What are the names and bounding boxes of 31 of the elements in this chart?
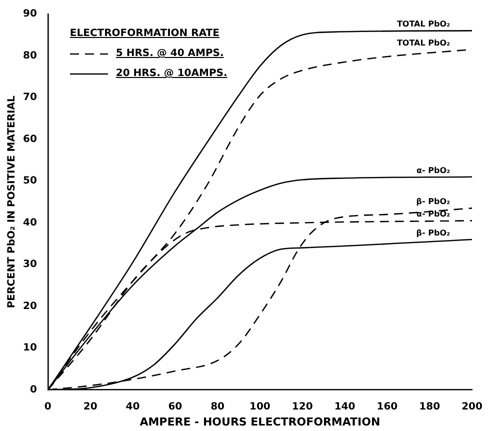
annotation: β- PbO₂ — [416, 228, 450, 238]
y-tick-label: 30 — [22, 259, 37, 270]
x-tick-label: 120 — [292, 401, 313, 412]
legend-label: 5 HRS. @ 40 AMPS. — [116, 47, 224, 61]
y-tick-label: 50 — [22, 176, 37, 187]
x-tick-label: 40 — [126, 401, 140, 412]
y-tick-label: 60 — [22, 134, 37, 145]
y-tick-label: 10 — [22, 342, 37, 354]
annotation: β- PbO₂ — [416, 197, 450, 206]
y-tick-label: 0 — [30, 384, 37, 396]
y-tick-label: 40 — [22, 217, 37, 228]
y-axis-title: PERCENT PbO₂ IN POSITIVE MATERIAL — [6, 94, 18, 308]
x-axis-title: AMPERE - HOURS ELECTROFORMATION — [140, 415, 380, 428]
annotation: TOTAL PbO₂ — [396, 38, 450, 48]
y-tick-label: 90 — [22, 8, 37, 20]
annotation: α- PbO₂ — [416, 166, 450, 175]
x-tick-label: 20 — [83, 401, 98, 412]
x-tick-label: 140 — [334, 401, 356, 412]
x-tick-label: 200 — [462, 401, 482, 412]
x-tick-label: 180 — [419, 401, 440, 412]
legend-label: 20 HRS. @ 10AMPS. — [116, 67, 228, 81]
y-tick-label: 80 — [22, 50, 37, 62]
x-tick-label: 60 — [168, 401, 182, 412]
x-tick-label: 80 — [210, 401, 225, 412]
x-tick-label: 160 — [376, 401, 398, 412]
y-tick-label: 70 — [22, 92, 37, 104]
x-tick-label: 0 — [44, 401, 52, 412]
annotation: TOTAL PbO₂ — [396, 20, 450, 29]
x-tick-label: 100 — [250, 401, 270, 412]
y-tick-label: 20 — [22, 300, 37, 312]
legend-title: ELECTROFORMATION RATE — [70, 27, 220, 41]
